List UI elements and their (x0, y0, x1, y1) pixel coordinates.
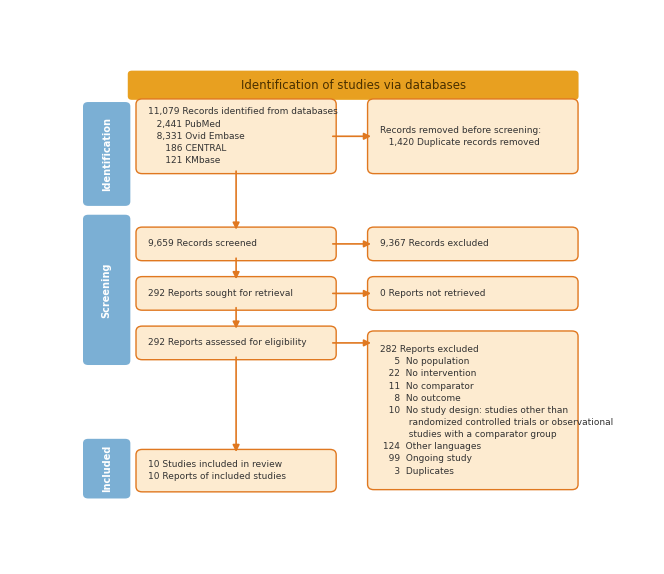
Text: 10 Studies included in review
10 Reports of included studies: 10 Studies included in review 10 Reports… (148, 460, 286, 481)
FancyBboxPatch shape (136, 326, 336, 360)
Text: Included: Included (102, 445, 112, 492)
Text: 9,659 Records screened: 9,659 Records screened (148, 239, 258, 249)
FancyBboxPatch shape (83, 215, 130, 365)
Text: Screening: Screening (102, 262, 112, 317)
FancyBboxPatch shape (368, 99, 578, 173)
FancyBboxPatch shape (136, 99, 336, 173)
FancyBboxPatch shape (83, 102, 130, 206)
FancyBboxPatch shape (368, 277, 578, 310)
FancyBboxPatch shape (136, 449, 336, 492)
FancyBboxPatch shape (368, 227, 578, 261)
Text: 282 Reports excluded
     5  No population
   22  No intervention
   11  No comp: 282 Reports excluded 5 No population 22 … (380, 345, 613, 476)
Text: Identification: Identification (102, 117, 112, 191)
FancyBboxPatch shape (127, 71, 578, 100)
FancyBboxPatch shape (368, 331, 578, 490)
Text: 292 Reports assessed for eligibility: 292 Reports assessed for eligibility (148, 339, 307, 347)
FancyBboxPatch shape (136, 227, 336, 261)
Text: 11,079 Records identified from databases
   2,441 PubMed
   8,331 Ovid Embase
  : 11,079 Records identified from databases… (148, 107, 338, 165)
Text: Identification of studies via databases: Identification of studies via databases (240, 79, 465, 92)
Text: 0 Reports not retrieved: 0 Reports not retrieved (380, 289, 485, 298)
FancyBboxPatch shape (83, 439, 130, 498)
Text: 9,367 Records excluded: 9,367 Records excluded (380, 239, 489, 249)
Text: Records removed before screening:
   1,420 Duplicate records removed: Records removed before screening: 1,420 … (380, 126, 541, 147)
Text: 292 Reports sought for retrieval: 292 Reports sought for retrieval (148, 289, 293, 298)
FancyBboxPatch shape (136, 277, 336, 310)
